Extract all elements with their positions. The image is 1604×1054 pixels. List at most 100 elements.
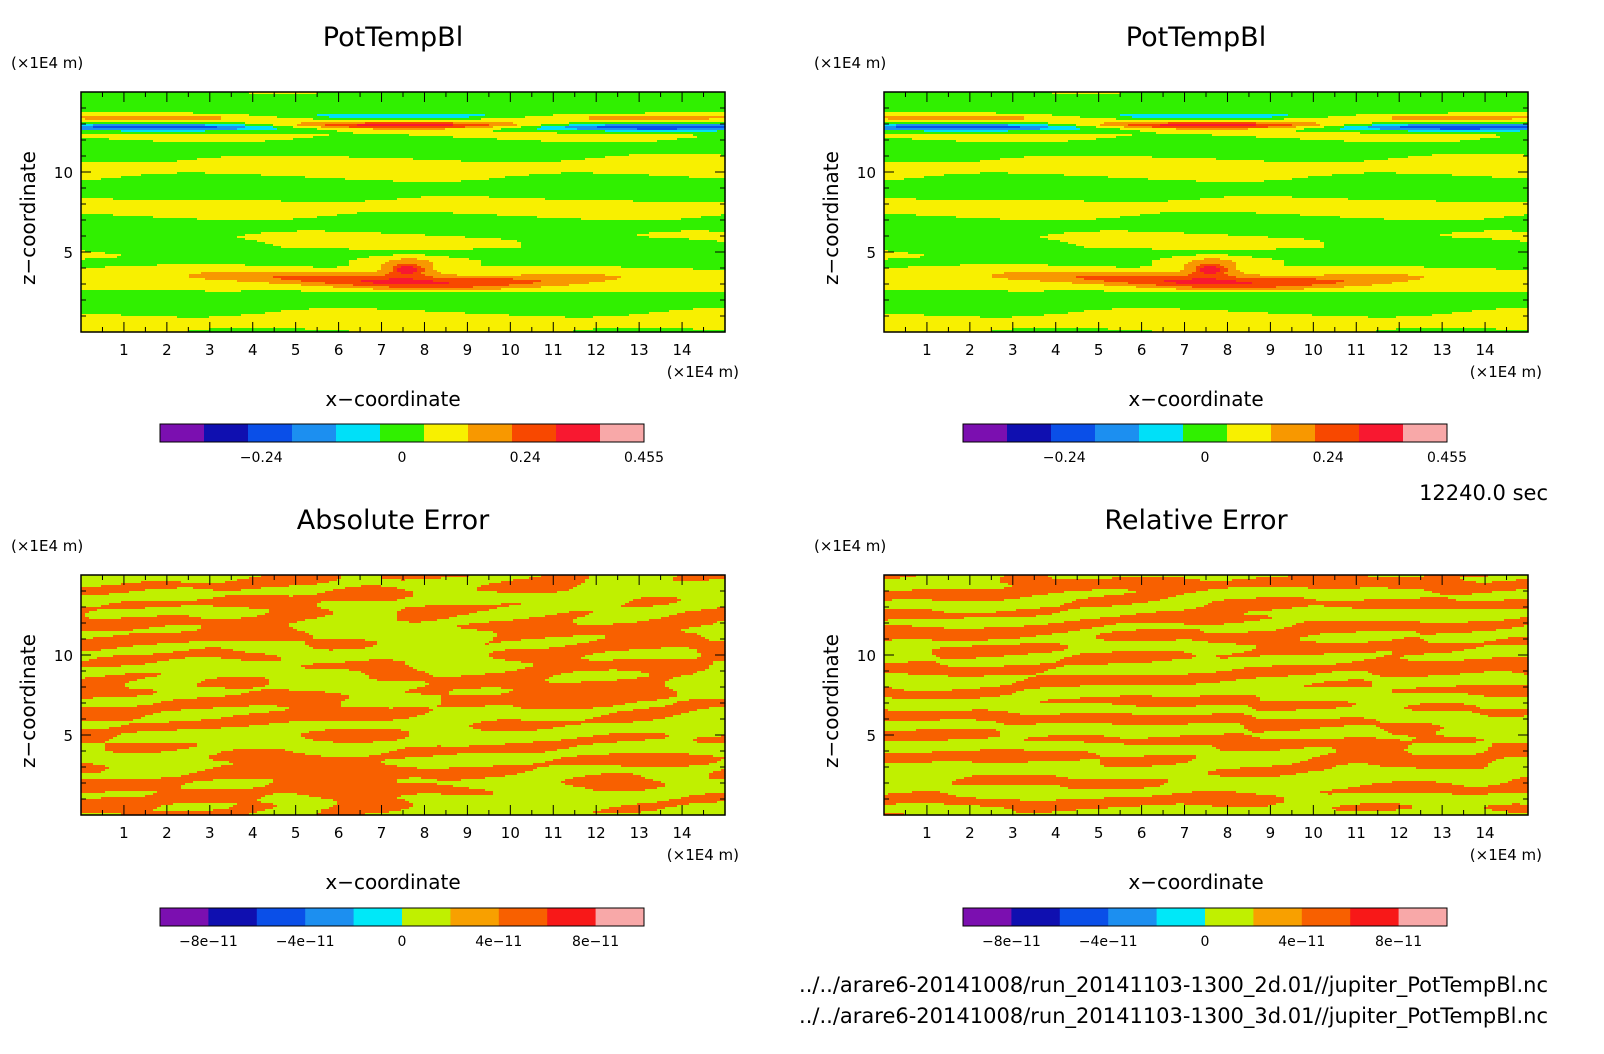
field-cell (225, 695, 350, 698)
field-cell (81, 577, 250, 580)
field-cell (1080, 128, 1121, 131)
field-cell (713, 771, 726, 774)
field-cell (521, 603, 626, 606)
contour-field (884, 575, 1529, 816)
field-cell (405, 663, 534, 666)
field-cell (81, 575, 262, 578)
field-cell (289, 721, 482, 724)
field-cell (717, 621, 726, 624)
field-cell (185, 783, 270, 786)
field-cell (437, 745, 442, 748)
field-cell (1304, 621, 1421, 624)
field-cell (585, 775, 642, 778)
field-cell (1392, 118, 1513, 121)
field-cell (301, 290, 726, 293)
field-cell (1420, 633, 1437, 636)
field-cell (884, 775, 973, 778)
x-tick-label: 4 (248, 824, 258, 842)
field-cell (1468, 693, 1529, 696)
field-cell (81, 789, 486, 792)
field-cell (1424, 276, 1529, 279)
field-cell (1128, 589, 1209, 592)
field-cell (501, 687, 670, 690)
field-cell (884, 721, 997, 724)
field-cell (289, 595, 294, 598)
field-cell (649, 619, 726, 622)
x-tick-label: 13 (1433, 341, 1452, 359)
field-cell (884, 797, 977, 800)
field-cell (1244, 725, 1345, 728)
field-cell (1412, 807, 1485, 810)
field-cell (101, 585, 290, 588)
field-cell (237, 280, 302, 283)
field-cell (1492, 591, 1529, 594)
field-cell (1272, 116, 1329, 119)
field-cell (1128, 282, 1177, 285)
field-cell (353, 284, 510, 287)
field-cell (1252, 715, 1489, 718)
field-cell (1220, 264, 1237, 267)
field-cell (884, 727, 1245, 730)
x-tick-label: 7 (1180, 824, 1190, 842)
field-cell (565, 779, 654, 782)
field-cell (936, 655, 1005, 658)
field-cell (1200, 268, 1221, 271)
field-cell (269, 282, 326, 285)
field-cell (884, 128, 1041, 131)
field-cell (109, 138, 294, 141)
field-cell (1324, 244, 1529, 247)
field-cell (1360, 785, 1465, 788)
field-cell (1328, 793, 1333, 796)
field-cell (433, 276, 622, 279)
field-cell (701, 609, 726, 612)
colorbar-frame (962, 423, 1448, 443)
field-cell (669, 799, 726, 802)
field-cell (1016, 681, 1221, 684)
field-cell (884, 603, 1065, 606)
field-cell (373, 282, 450, 285)
field-cell (1352, 705, 1409, 708)
field-cell (81, 190, 726, 193)
field-cell (669, 679, 726, 682)
field-cell (537, 216, 702, 219)
field-cell (1280, 749, 1337, 752)
field-cell (81, 198, 114, 201)
field-cell (493, 791, 726, 794)
field-cell (229, 761, 382, 764)
field-cell (521, 661, 714, 664)
field-cell (884, 172, 981, 175)
field-cell (665, 705, 726, 708)
field-cell (1084, 310, 1229, 313)
field-cell (545, 679, 618, 682)
field-cell (233, 649, 330, 652)
colorbar-swatch (1403, 424, 1448, 442)
field-cell (924, 130, 1009, 133)
field-cell (924, 314, 1045, 317)
y-unit-label: (×1E4 m) (814, 537, 886, 555)
field-cell (1060, 611, 1157, 614)
field-cell (81, 152, 726, 155)
field-cell (1000, 158, 1217, 161)
field-cell (549, 681, 582, 684)
field-cell (884, 122, 1049, 125)
field-cell (1220, 657, 1229, 660)
field-cell (81, 593, 110, 596)
field-cell (681, 230, 710, 233)
field-cell (653, 779, 726, 782)
field-cell (884, 681, 1017, 684)
field-cell (81, 609, 98, 612)
field-cell (449, 256, 726, 259)
field-cell (709, 773, 726, 776)
field-cell (1520, 130, 1529, 133)
field-cell (1060, 713, 1133, 716)
field-cell (569, 747, 726, 750)
field-cell (81, 306, 726, 309)
field-cell (1248, 705, 1353, 708)
field-cell (1324, 242, 1529, 245)
field-cell (397, 264, 418, 267)
field-cell (1136, 705, 1197, 708)
field-cell (884, 651, 933, 654)
field-cell (81, 286, 334, 289)
field-cell (93, 697, 198, 700)
field-cell (81, 585, 102, 588)
